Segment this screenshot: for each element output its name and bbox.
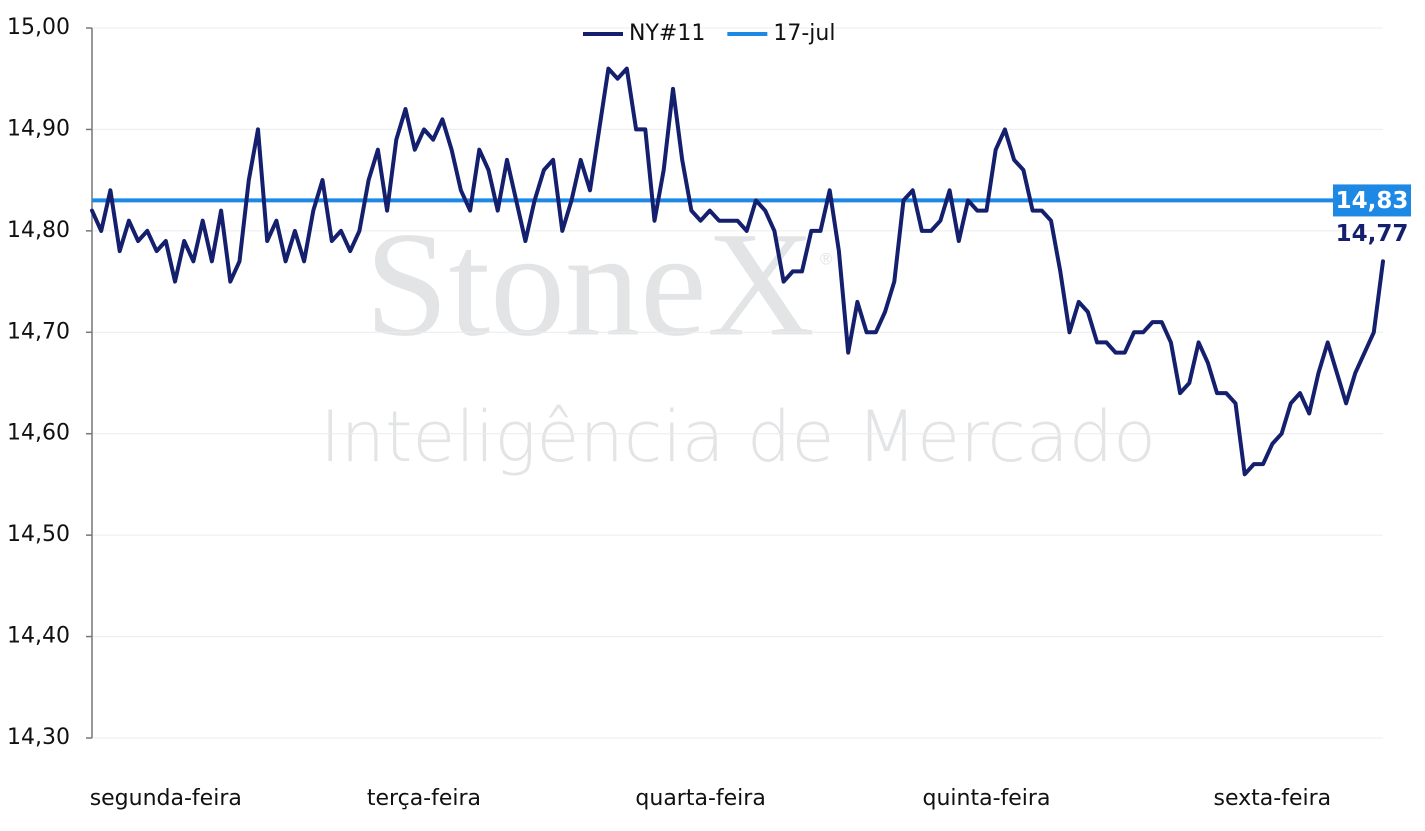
y-tick-label: 15,00 xyxy=(7,15,70,40)
y-tick-label: 14,80 xyxy=(7,218,70,243)
x-tick-label: sexta-feira xyxy=(1214,786,1332,811)
x-tick-label: terça-feira xyxy=(367,786,481,811)
y-tick-label: 14,60 xyxy=(7,421,70,446)
legend-label: NY#11 xyxy=(629,21,705,46)
watermark-subtitle: Inteligência de Mercado xyxy=(320,396,1156,478)
data-line xyxy=(90,66,1385,477)
last-value-label: 14,77 xyxy=(1336,221,1409,247)
y-tick-label: 14,50 xyxy=(7,522,70,547)
reference-label: 14,83 xyxy=(1336,188,1409,214)
x-tick-label: segunda-feira xyxy=(90,786,242,811)
reference-label-box xyxy=(1333,184,1411,217)
x-tick-label: quarta-feira xyxy=(635,786,765,811)
y-tick-label: 14,30 xyxy=(7,725,70,750)
x-tick-label: quinta-feira xyxy=(923,786,1051,811)
y-tick-label: 14,90 xyxy=(7,116,70,141)
y-tick-label: 14,40 xyxy=(7,624,70,649)
y-tick-label: 14,70 xyxy=(7,319,70,344)
watermark-mark: ® xyxy=(818,250,834,269)
legend-label: 17-jul xyxy=(773,21,835,46)
watermark-title: StoneX xyxy=(365,201,815,367)
